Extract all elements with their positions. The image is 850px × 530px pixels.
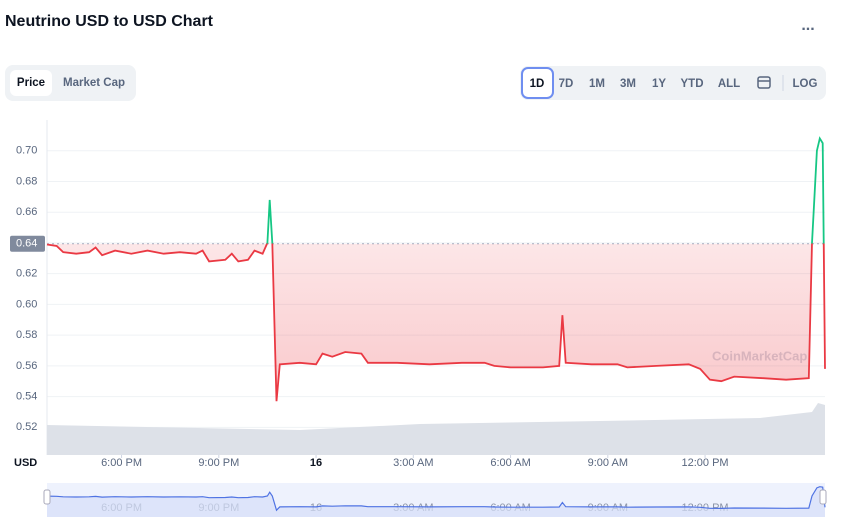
tab-active [10, 70, 52, 96]
y-tick-label: 0.56 [16, 360, 37, 372]
y-axis-label: USD [14, 457, 37, 469]
x-tick-label: 6:00 PM [101, 457, 142, 469]
nav-handle[interactable] [819, 489, 827, 505]
y-tick-label: 0.62 [16, 268, 37, 280]
range-active [521, 67, 554, 99]
y-tick-label: 0.70 [16, 145, 37, 157]
y-tick-label: 0.52 [16, 421, 37, 433]
page-title: Neutrino USD to USD Chart [5, 13, 214, 30]
reference-label: 0.64 [16, 238, 37, 250]
range-button[interactable]: 1Y [652, 78, 666, 90]
calendar-icon[interactable] [757, 76, 771, 89]
x-tick-label: 12:00 PM [682, 457, 729, 469]
tab[interactable]: Market Cap [63, 77, 125, 89]
x-tick-label: 6:00 AM [490, 457, 530, 469]
range-button[interactable]: ALL [718, 78, 740, 90]
tab[interactable]: Price [17, 77, 45, 89]
y-tick-label: 0.66 [16, 206, 37, 218]
price-area [47, 243, 825, 402]
range-button[interactable]: 1M [589, 78, 605, 90]
y-tick-label: 0.60 [16, 298, 37, 310]
nav-handle[interactable] [43, 489, 51, 505]
calendar-box [757, 76, 771, 89]
y-tick-label: 0.54 [16, 391, 37, 403]
nav-area [47, 486, 825, 517]
range-button[interactable]: 1D [530, 78, 545, 90]
y-tick-label: 0.58 [16, 329, 37, 341]
x-tick-label: 3:00 AM [393, 457, 433, 469]
more-menu[interactable]: ... [801, 17, 814, 34]
price-line [46, 136, 826, 402]
nav-line [46, 486, 826, 512]
range-group [520, 66, 826, 100]
x-tick-label: 9:00 AM [588, 457, 628, 469]
x-tick-label: 16 [310, 457, 322, 469]
range-button[interactable]: 3M [620, 78, 636, 90]
volume-area [47, 403, 825, 455]
y-tick-label: 0.68 [16, 175, 37, 187]
range-button[interactable]: YTD [681, 78, 704, 90]
log-button[interactable]: LOG [793, 78, 818, 90]
range-button[interactable]: 7D [559, 78, 574, 90]
reference-label-box [10, 235, 45, 252]
x-tick-label: 9:00 PM [198, 457, 239, 469]
